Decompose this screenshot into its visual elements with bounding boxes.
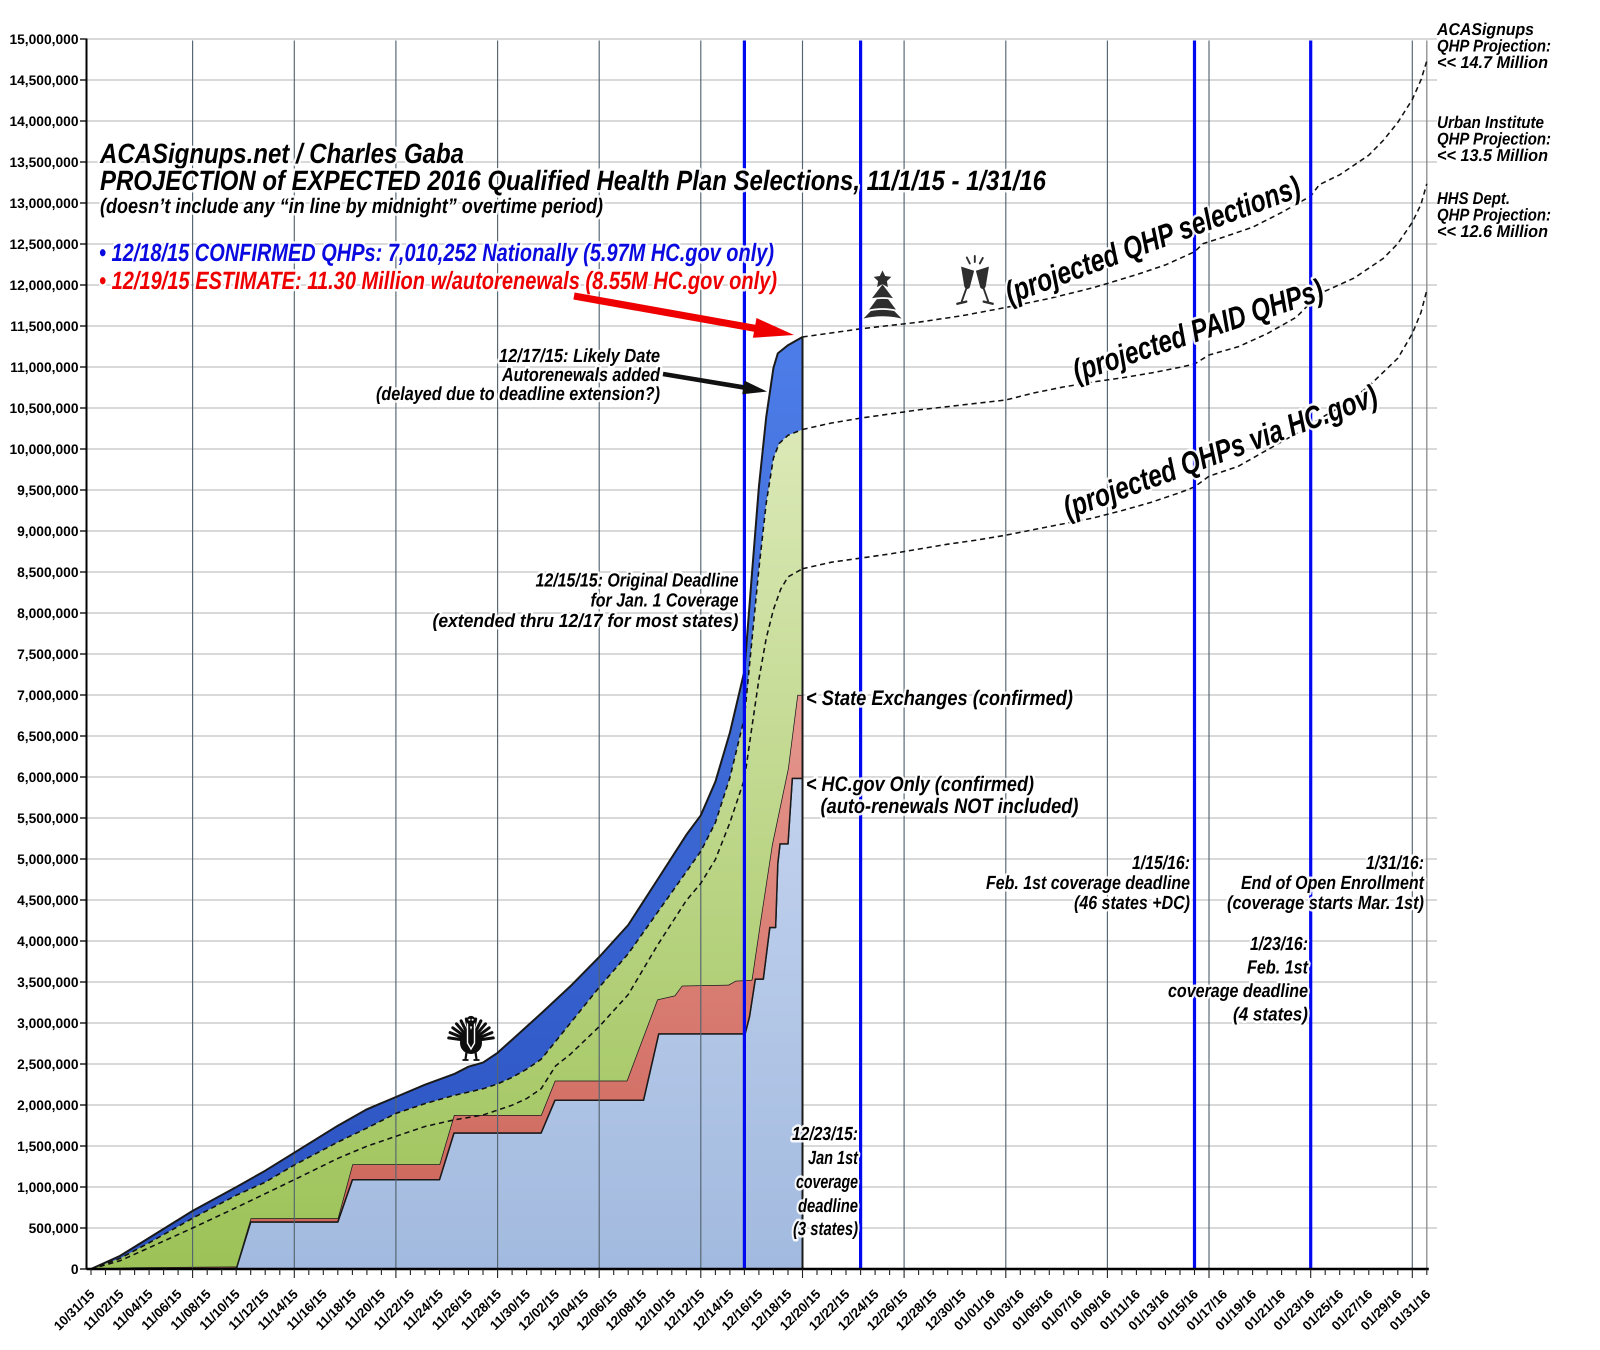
svg-text:<< 14.7 Million: << 14.7 Million	[1437, 53, 1548, 72]
svg-text:9,000,000: 9,000,000	[17, 524, 79, 539]
svg-text:Jan 1st: Jan 1st	[808, 1148, 859, 1169]
svg-text:(3 states): (3 states)	[793, 1219, 858, 1240]
svg-text:11,000,000: 11,000,000	[10, 360, 79, 375]
svg-text:12,500,000: 12,500,000	[9, 237, 78, 252]
svg-text:coverage deadline: coverage deadline	[1168, 981, 1308, 1002]
svg-text:1/15/16:: 1/15/16:	[1132, 853, 1190, 874]
svg-text:3,000,000: 3,000,000	[17, 1016, 79, 1031]
svg-text:14,500,000: 14,500,000	[9, 73, 78, 88]
svg-text:PROJECTION of EXPECTED 2016 Qu: PROJECTION of EXPECTED 2016 Qualified He…	[100, 165, 1046, 196]
svg-text:2,000,000: 2,000,000	[17, 1098, 79, 1113]
svg-text:3,500,000: 3,500,000	[17, 975, 79, 990]
svg-text:5,000,000: 5,000,000	[17, 852, 79, 867]
svg-text:6,000,000: 6,000,000	[17, 770, 79, 785]
svg-text:QHP Projection:: QHP Projection:	[1437, 206, 1551, 225]
svg-text:ACASignups: ACASignups	[1436, 20, 1534, 39]
svg-text:1,500,000: 1,500,000	[17, 1139, 79, 1154]
svg-text:Feb. 1st coverage deadline: Feb. 1st coverage deadline	[986, 873, 1190, 894]
svg-text:deadline: deadline	[798, 1196, 858, 1217]
svg-text:(46 states +DC): (46 states +DC)	[1074, 893, 1190, 914]
svg-text:Autorenewals added: Autorenewals added	[501, 365, 660, 386]
svg-text:(4 states): (4 states)	[1233, 1005, 1308, 1026]
svg-text:1/15/16:: 1/15/16:	[1132, 853, 1190, 874]
svg-text:(auto-renewals NOT included): (auto-renewals NOT included)	[821, 795, 1079, 818]
svg-text:(delayed due to deadline exten: (delayed due to deadline extension?)	[376, 384, 660, 405]
svg-text:9,500,000: 9,500,000	[17, 483, 79, 498]
svg-text:coverage: coverage	[796, 1172, 858, 1193]
svg-text:coverage: coverage	[796, 1172, 858, 1193]
svg-text:(extended thru 12/17 for most: (extended thru 12/17 for most states)	[433, 611, 739, 632]
svg-text:11,500,000: 11,500,000	[10, 319, 79, 334]
svg-text:13,000,000: 13,000,000	[9, 196, 78, 211]
svg-text:ACASignups.net / Charles Gaba: ACASignups.net / Charles Gaba	[99, 138, 464, 169]
svg-text:QHP Projection:: QHP Projection:	[1437, 130, 1551, 149]
svg-text:14,000,000: 14,000,000	[9, 114, 78, 129]
svg-text:for Jan. 1 Coverage: for Jan. 1 Coverage	[591, 591, 739, 612]
svg-text:7,500,000: 7,500,000	[17, 647, 79, 662]
svg-text:< HC.gov Only (confirmed): < HC.gov Only (confirmed)	[806, 773, 1034, 796]
svg-text:(doesn’t include any “in line: (doesn’t include any “in line by midnigh…	[100, 195, 603, 218]
svg-text:End of Open Enrollment: End of Open Enrollment	[1241, 873, 1425, 894]
svg-text:Feb. 1st: Feb. 1st	[1247, 958, 1309, 979]
svg-text:12/23/15:: 12/23/15:	[792, 1124, 858, 1145]
svg-text:15,000,000: 15,000,000	[9, 32, 78, 47]
svg-text:10,000,000: 10,000,000	[9, 442, 78, 457]
svg-text:Autorenewals added: Autorenewals added	[501, 365, 660, 386]
svg-text:(delayed due to deadline exten: (delayed due to deadline extension?)	[376, 384, 660, 405]
svg-text:(3 states): (3 states)	[793, 1219, 858, 1240]
svg-text:2,500,000: 2,500,000	[17, 1057, 79, 1072]
svg-text:• 12/18/15 CONFIRMED QHPs: 7,0: • 12/18/15 CONFIRMED QHPs: 7,010,252 Nat…	[99, 239, 774, 267]
svg-text:deadline: deadline	[798, 1196, 858, 1217]
svg-text:1,000,000: 1,000,000	[17, 1180, 79, 1195]
svg-text:7,000,000: 7,000,000	[17, 688, 79, 703]
svg-text:12/17/15: Likely Date: 12/17/15: Likely Date	[499, 346, 660, 367]
svg-text:500,000: 500,000	[29, 1221, 79, 1236]
svg-text:6,500,000: 6,500,000	[17, 729, 79, 744]
svg-text:(4 states): (4 states)	[1233, 1005, 1308, 1026]
svg-text:Urban Institute: Urban Institute	[1437, 113, 1544, 132]
svg-text:1/31/16:: 1/31/16:	[1366, 853, 1424, 874]
svg-text:4,000,000: 4,000,000	[17, 934, 79, 949]
svg-text:• 12/18/15 CONFIRMED QHPs: 7,0: • 12/18/15 CONFIRMED QHPs: 7,010,252 Nat…	[99, 239, 774, 267]
svg-text:8,000,000: 8,000,000	[17, 606, 79, 621]
svg-text:<< 12.6 Million: << 12.6 Million	[1437, 222, 1548, 241]
svg-text:12,000,000: 12,000,000	[9, 278, 78, 293]
svg-text:Jan 1st: Jan 1st	[808, 1148, 859, 1169]
svg-text:< State Exchanges (confirmed): < State Exchanges (confirmed)	[806, 687, 1073, 710]
svg-text:(coverage starts Mar. 1st): (coverage starts Mar. 1st)	[1227, 893, 1424, 914]
svg-text:< State Exchanges (confirmed): < State Exchanges (confirmed)	[806, 687, 1073, 710]
svg-text:ACASignups.net / Charles Gaba: ACASignups.net / Charles Gaba	[99, 138, 464, 169]
svg-text:12/23/15:: 12/23/15:	[792, 1124, 858, 1145]
svg-text:End of Open Enrollment: End of Open Enrollment	[1241, 873, 1425, 894]
svg-text:QHP Projection:: QHP Projection:	[1437, 37, 1551, 56]
svg-text:1/31/16:: 1/31/16:	[1366, 853, 1424, 874]
svg-text:Feb. 1st coverage deadline: Feb. 1st coverage deadline	[986, 873, 1190, 894]
svg-text:4,500,000: 4,500,000	[17, 893, 79, 908]
svg-text:< HC.gov Only (confirmed): < HC.gov Only (confirmed)	[806, 773, 1034, 796]
svg-text:10,500,000: 10,500,000	[9, 401, 78, 416]
svg-text:12/15/15: Original Deadline: 12/15/15: Original Deadline	[536, 571, 739, 592]
svg-text:13,500,000: 13,500,000	[9, 155, 78, 170]
svg-text:(extended thru 12/17 for most: (extended thru 12/17 for most states)	[433, 611, 739, 632]
svg-text:HHS Dept.: HHS Dept.	[1437, 189, 1510, 208]
svg-text:12/15/15: Original Deadline: 12/15/15: Original Deadline	[536, 571, 739, 592]
svg-text:(auto-renewals NOT included): (auto-renewals NOT included)	[821, 795, 1079, 818]
svg-text:12/17/15: Likely Date: 12/17/15: Likely Date	[499, 346, 660, 367]
svg-text:• 12/19/15 ESTIMATE: 11.30 Mil: • 12/19/15 ESTIMATE: 11.30 Million w/aut…	[99, 267, 777, 295]
svg-text:0: 0	[71, 1262, 79, 1277]
svg-text:• 12/19/15 ESTIMATE: 11.30 Mil: • 12/19/15 ESTIMATE: 11.30 Million w/aut…	[99, 267, 777, 295]
svg-text:Feb. 1st: Feb. 1st	[1247, 958, 1309, 979]
svg-text:(doesn’t include any “in line: (doesn’t include any “in line by midnigh…	[100, 195, 603, 218]
svg-text:8,500,000: 8,500,000	[17, 565, 79, 580]
svg-text:coverage deadline: coverage deadline	[1168, 981, 1308, 1002]
svg-text:PROJECTION of EXPECTED 2016 Qu: PROJECTION of EXPECTED 2016 Qualified He…	[100, 165, 1046, 196]
svg-text:1/23/16:: 1/23/16:	[1250, 934, 1308, 955]
svg-text:5,500,000: 5,500,000	[17, 811, 79, 826]
svg-text:(coverage starts Mar. 1st): (coverage starts Mar. 1st)	[1227, 893, 1424, 914]
svg-text:1/23/16:: 1/23/16:	[1250, 934, 1308, 955]
svg-text:<< 13.5 Million: << 13.5 Million	[1437, 146, 1548, 165]
svg-text:(46 states +DC): (46 states +DC)	[1074, 893, 1190, 914]
svg-text:for Jan. 1 Coverage: for Jan. 1 Coverage	[591, 591, 739, 612]
